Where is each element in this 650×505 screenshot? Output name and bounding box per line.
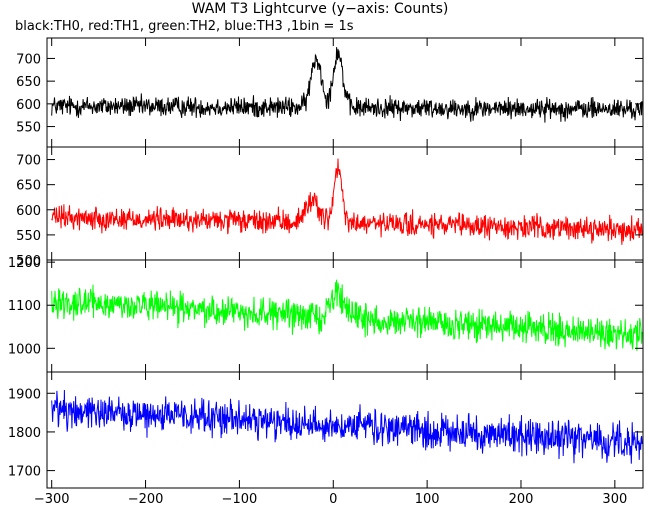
y-tick-label: 650 <box>16 179 41 194</box>
y-tick-label: 550 <box>16 121 41 136</box>
y-tick-label: 500 <box>16 254 41 269</box>
x-tick-label: 100 <box>415 492 440 505</box>
series-th1 <box>51 158 643 245</box>
y-tick-label: 1200 <box>8 256 41 271</box>
series-th3 <box>51 389 643 464</box>
panel-frame <box>46 259 644 373</box>
chart-subtitle: black:TH0, red:TH1, green:TH2, blue:TH3 … <box>15 19 354 34</box>
y-tick-label: 1100 <box>8 299 41 314</box>
y-tick-label: 650 <box>16 75 41 90</box>
x-tick-label: −300 <box>34 492 70 505</box>
y-tick-label: 1700 <box>8 465 41 480</box>
x-tick-label: 0 <box>329 492 337 505</box>
panel-frame <box>46 146 644 261</box>
x-tick-label: 200 <box>509 492 534 505</box>
y-tick-label: 1000 <box>8 342 41 357</box>
x-tick-label: 300 <box>602 492 627 505</box>
x-tick-label: −100 <box>222 492 258 505</box>
y-tick-label: 1900 <box>8 387 41 402</box>
x-axis: −300 −200 −100 0 100 200 300 <box>34 492 627 505</box>
series-th0 <box>51 47 643 123</box>
panel-th1: 500 550 600 650 700 <box>16 146 644 269</box>
panel-th0: 550 600 650 700 <box>16 37 644 148</box>
y-tick-label: 600 <box>16 204 41 219</box>
y-tick-label: 700 <box>16 52 41 67</box>
y-tick-label: 600 <box>16 98 41 113</box>
y-tick-label: 700 <box>16 154 41 169</box>
x-tick-label: −200 <box>128 492 164 505</box>
y-tick-label: 1800 <box>8 426 41 441</box>
panel-th2: 1000 1100 1200 <box>8 256 644 373</box>
panels: 5506006507005005506006507001000110012001… <box>8 37 644 489</box>
panel-th3: 1700 1800 1900 <box>8 371 644 489</box>
series-th2 <box>51 279 643 351</box>
panel-frame <box>46 371 644 489</box>
chart-title: WAM T3 Lightcurve (y−axis: Counts) <box>192 1 449 17</box>
y-tick-label: 550 <box>16 229 41 244</box>
